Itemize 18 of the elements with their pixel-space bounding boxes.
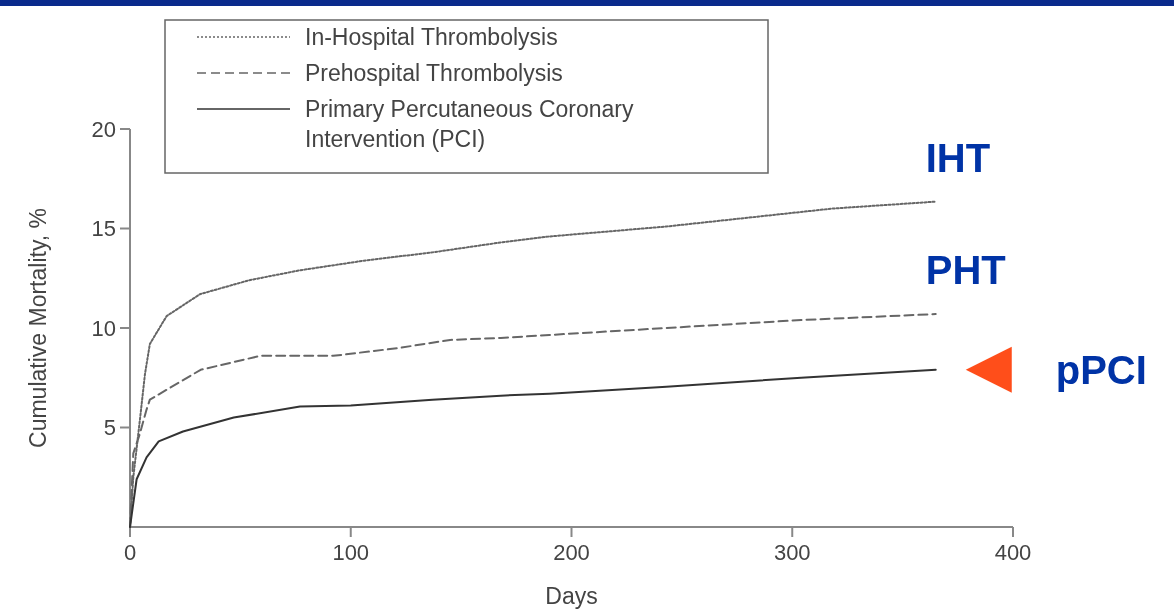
x-tick-label: 300 xyxy=(773,540,811,565)
y-axis-title: Cumulative Mortality, % xyxy=(25,208,51,448)
annotation: PHT xyxy=(925,248,1006,293)
x-tick-label: 200 xyxy=(553,540,590,565)
line-series xyxy=(129,368,937,528)
x-axis-title: Days xyxy=(545,583,598,609)
legend-label: Primary Percutaneous Coronary Intervention (PCI) xyxy=(305,96,635,152)
x-tick-label: 100 xyxy=(332,540,370,565)
y-tick-label: 20 xyxy=(91,116,116,142)
legend-label: In-Hospital Thrombolysis xyxy=(305,24,558,51)
text: pPCI xyxy=(1055,347,1147,392)
y-tick-label: 15 xyxy=(91,216,116,242)
y-tick-label: 5 xyxy=(103,415,116,441)
x-tick-label: 400 xyxy=(994,540,1032,565)
annotation: IHT xyxy=(925,135,991,180)
y-tick-label: 10 xyxy=(91,315,116,341)
x-tick-label: 0 xyxy=(123,540,137,565)
legend-label: Prehospital Thrombolysis xyxy=(305,60,563,87)
